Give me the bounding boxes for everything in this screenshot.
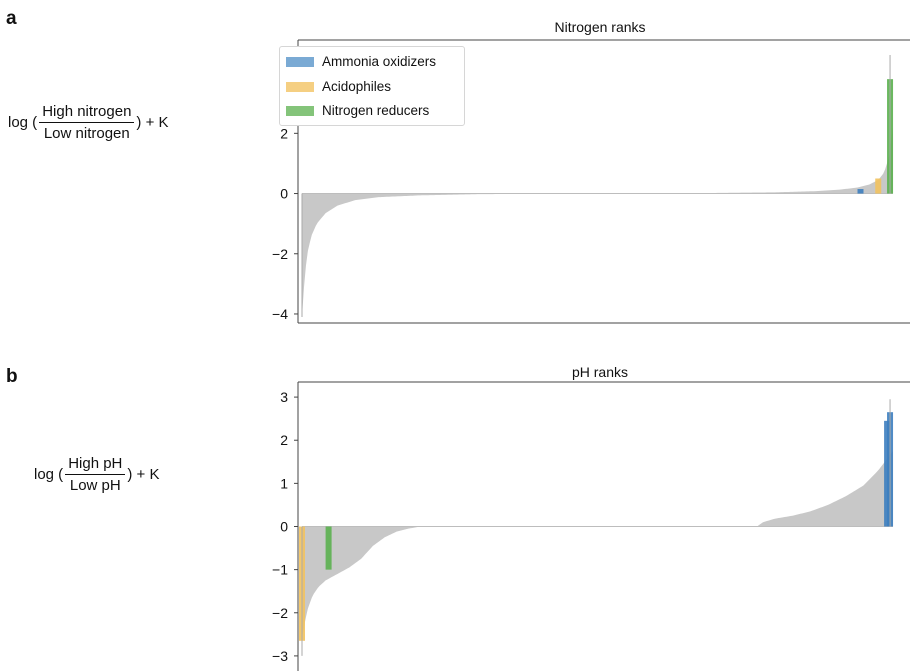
- chart-nitrogen-ranks: 420−2−4: [272, 39, 910, 324]
- y-axis-label-ph: log ( High pH Low pH ) + K: [34, 455, 160, 494]
- y-tick-label: −1: [272, 562, 288, 578]
- highlighted-bar-ammonia-oxidizers: [887, 412, 894, 527]
- ylabel-denominator: Low nitrogen: [43, 125, 130, 142]
- highlighted-bar-ammonia-oxidizers: [857, 189, 864, 194]
- ylabel-prefix: log (: [8, 114, 38, 131]
- legend-label-ammonia: Ammonia oxidizers: [322, 54, 437, 69]
- legend-swatch-nitrogen-reducers: [286, 105, 314, 116]
- legend-item-ammonia-oxidizers: Ammonia oxidizers: [286, 54, 436, 69]
- highlighted-bar-ammonia-oxidizers: [884, 420, 891, 527]
- y-tick-label: −2: [272, 605, 288, 621]
- legend: Ammonia oxidizers Acidophiles Nitrogen r…: [279, 46, 465, 126]
- y-tick-label: 3: [280, 389, 288, 405]
- ylabel-numerator: High nitrogen: [39, 103, 135, 123]
- ylabel-denominator: Low pH: [69, 477, 121, 494]
- highlighted-bar-nitrogen-reducers: [325, 526, 332, 570]
- legend-swatch-ammonia: [286, 56, 314, 67]
- y-tick-label: 2: [280, 125, 288, 141]
- y-tick-label: 0: [280, 186, 288, 202]
- ylabel-fraction: High pH Low pH: [65, 455, 126, 494]
- y-tick-label: −4: [272, 306, 288, 322]
- highlighted-bar-acidophiles: [875, 178, 882, 194]
- rank-bars-area: [302, 451, 893, 639]
- ylabel-suffix: ) + K: [127, 466, 160, 483]
- rank-bars-area: [302, 127, 893, 317]
- legend-item-nitrogen-reducers: Nitrogen reducers: [286, 103, 429, 118]
- y-tick-label: 2: [280, 432, 288, 448]
- y-tick-label: 0: [280, 519, 288, 535]
- y-tick-label: 1: [280, 475, 288, 491]
- chart-title-ph: pH ranks: [571, 364, 629, 380]
- legend-label-acidophiles: Acidophiles: [322, 79, 392, 94]
- panel-label-a: a: [6, 8, 17, 29]
- ylabel-prefix: log (: [34, 466, 64, 483]
- legend-item-acidophiles: Acidophiles: [286, 79, 391, 94]
- legend-label-nitrogen-reducers: Nitrogen reducers: [322, 103, 430, 118]
- y-tick-label: −3: [272, 648, 288, 664]
- ylabel-fraction: High nitrogen Low nitrogen: [39, 103, 135, 142]
- legend-swatch-acidophiles: [286, 81, 314, 92]
- panel-label-b: b: [6, 366, 18, 387]
- ylabel-numerator: High pH: [65, 455, 126, 475]
- chart-title-nitrogen: Nitrogen ranks: [554, 19, 646, 35]
- ylabel-suffix: ) + K: [136, 114, 169, 131]
- highlighted-bar-acidophiles: [299, 526, 305, 641]
- y-axis-label-nitrogen: log ( High nitrogen Low nitrogen ) + K: [8, 103, 169, 142]
- y-tick-label: −2: [272, 246, 288, 262]
